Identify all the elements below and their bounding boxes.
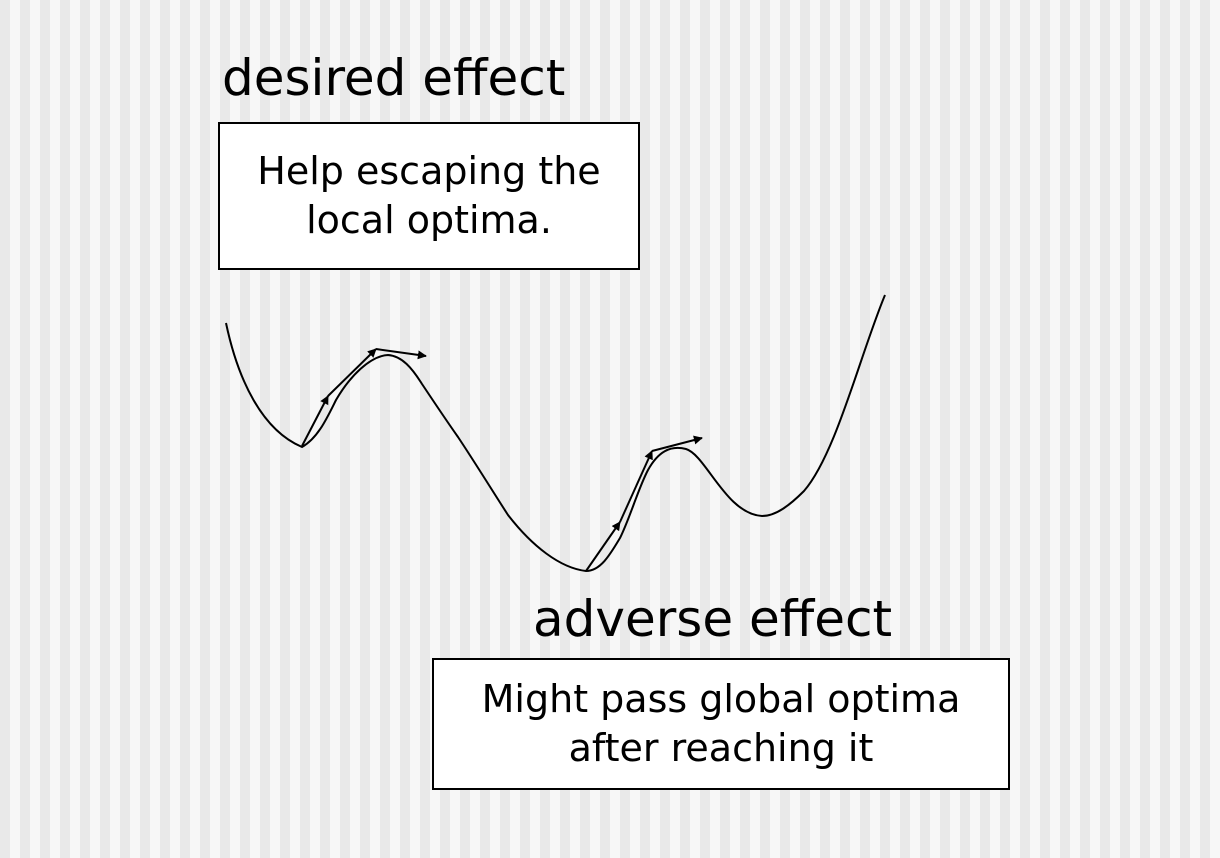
- adverse-effect-heading: adverse effect: [533, 590, 893, 648]
- adverse-effect-text: Might pass global optima after reaching …: [482, 675, 961, 773]
- objective-curve: [225, 294, 886, 573]
- desired-effect-heading: desired effect: [222, 49, 566, 107]
- step-arrow: [301, 395, 329, 447]
- desired-effect-text: Help escaping the local optima.: [257, 147, 600, 245]
- adverse-effect-box: Might pass global optima after reaching …: [432, 658, 1010, 790]
- step-arrow: [327, 348, 377, 397]
- step-arrow: [651, 435, 703, 452]
- desired-effect-line: local optima.: [306, 198, 552, 242]
- adverse-effect-line: Might pass global optima: [481, 677, 961, 721]
- desired-effect-line: Help escaping the: [257, 149, 601, 193]
- step-arrow: [619, 450, 653, 523]
- desired-effect-box: Help escaping the local optima.: [218, 122, 640, 270]
- step-arrow: [585, 521, 621, 572]
- adverse-effect-line: after reaching it: [568, 726, 874, 770]
- step-arrow: [375, 348, 427, 360]
